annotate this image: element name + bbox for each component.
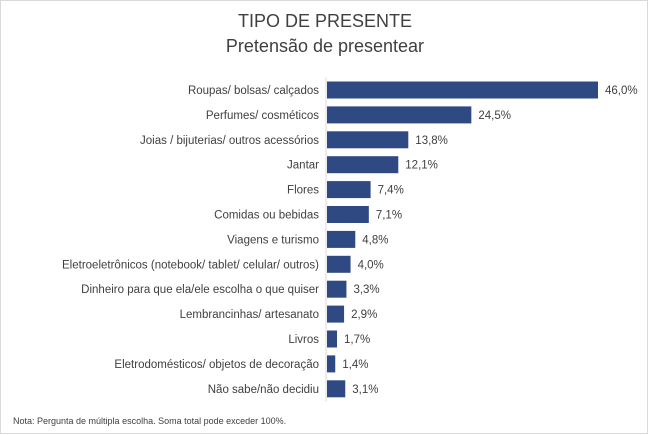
chart-title: TIPO DE PRESENTE bbox=[237, 11, 413, 31]
data-label: 3,1% bbox=[352, 384, 378, 396]
category-label: Dinheiro para que ela/ele escolha o que … bbox=[81, 284, 319, 296]
data-label: 4,8% bbox=[362, 234, 388, 246]
data-label: 12,1% bbox=[405, 160, 438, 172]
chart-subtitle: Pretensão de presentear bbox=[225, 36, 425, 56]
bar bbox=[327, 230, 356, 248]
data-label: 3,3% bbox=[353, 284, 379, 296]
category-label: Flores bbox=[287, 185, 319, 197]
category-label: Eletroeletrônicos (notebook/ tablet/ cel… bbox=[62, 259, 319, 271]
data-label: 13,8% bbox=[415, 135, 448, 147]
category-label: Livros bbox=[288, 334, 319, 346]
bar bbox=[327, 380, 346, 398]
bar bbox=[327, 206, 369, 223]
bar bbox=[327, 156, 399, 174]
category-label: Jantar bbox=[287, 160, 319, 172]
category-label: Viagens e turismo bbox=[227, 234, 319, 246]
bar bbox=[327, 106, 472, 124]
category-label: Comidas ou bebidas bbox=[214, 210, 319, 222]
chart-footnote: Nota: Pergunta de múltipla escolha. Soma… bbox=[13, 416, 287, 426]
data-label: 1,4% bbox=[342, 359, 368, 371]
data-label: 4,0% bbox=[358, 259, 384, 271]
category-label: Lembrancinhas/ artesanato bbox=[180, 309, 319, 321]
bar bbox=[327, 81, 598, 99]
category-label: Roupas/ bolsas/ calçados bbox=[188, 85, 319, 97]
bar bbox=[327, 131, 409, 149]
data-label: 1,7% bbox=[344, 334, 370, 346]
data-label: 2,9% bbox=[351, 309, 377, 321]
bar bbox=[327, 305, 345, 323]
category-label: Perfumes/ cosméticos bbox=[206, 110, 319, 122]
bar bbox=[327, 355, 336, 373]
category-label: Eletrodomésticos/ objetos de decoração bbox=[114, 359, 319, 371]
data-label: 7,4% bbox=[378, 185, 404, 197]
category-label: Joias / bijuterias/ outros acessórios bbox=[140, 135, 319, 147]
bar bbox=[327, 330, 338, 348]
data-label: 7,1% bbox=[376, 210, 402, 222]
data-label: 24,5% bbox=[478, 110, 511, 122]
bar bbox=[327, 181, 371, 199]
data-label: 46,0% bbox=[605, 85, 638, 97]
bar bbox=[327, 255, 351, 273]
category-label: Não sabe/não decidiu bbox=[208, 384, 319, 396]
bar bbox=[327, 280, 347, 298]
